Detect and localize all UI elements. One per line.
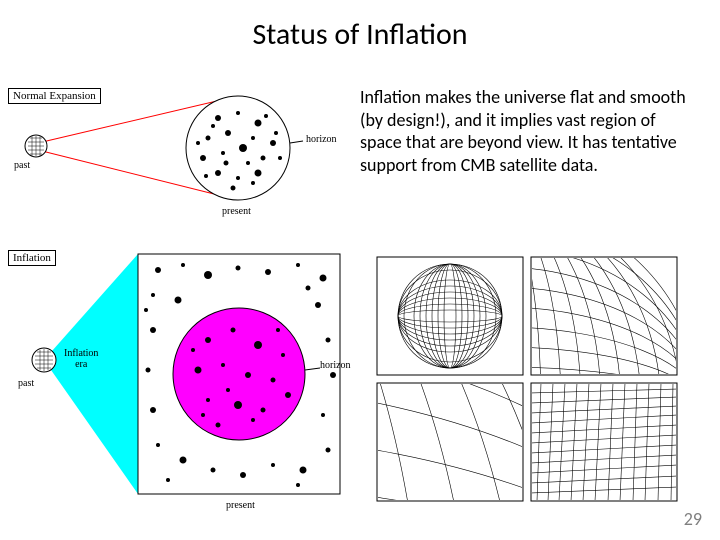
horizon-label-top: horizon bbox=[306, 134, 337, 145]
horizon-label-bottom: horizon bbox=[320, 360, 351, 371]
inflation-era-label: Inflation era bbox=[64, 348, 98, 370]
slide-title: Status of Inflation bbox=[0, 16, 720, 53]
inflation-label: Inflation bbox=[8, 250, 56, 266]
inflation-diagram: Inflation Inflation era past present hor… bbox=[8, 250, 350, 530]
past-label-bottom: past bbox=[18, 378, 34, 389]
normal-expansion-label: Normal Expansion bbox=[8, 88, 101, 104]
normal-expansion-diagram: Normal Expansion past present horizon bbox=[8, 88, 350, 228]
past-label-top: past bbox=[14, 160, 30, 171]
present-label-bottom: present bbox=[226, 500, 255, 511]
curvature-grid-panel bbox=[375, 255, 680, 505]
page-number: 29 bbox=[684, 508, 702, 530]
present-label-top: present bbox=[222, 206, 251, 217]
body-paragraph: Inflation makes the universe flat and sm… bbox=[360, 86, 690, 176]
